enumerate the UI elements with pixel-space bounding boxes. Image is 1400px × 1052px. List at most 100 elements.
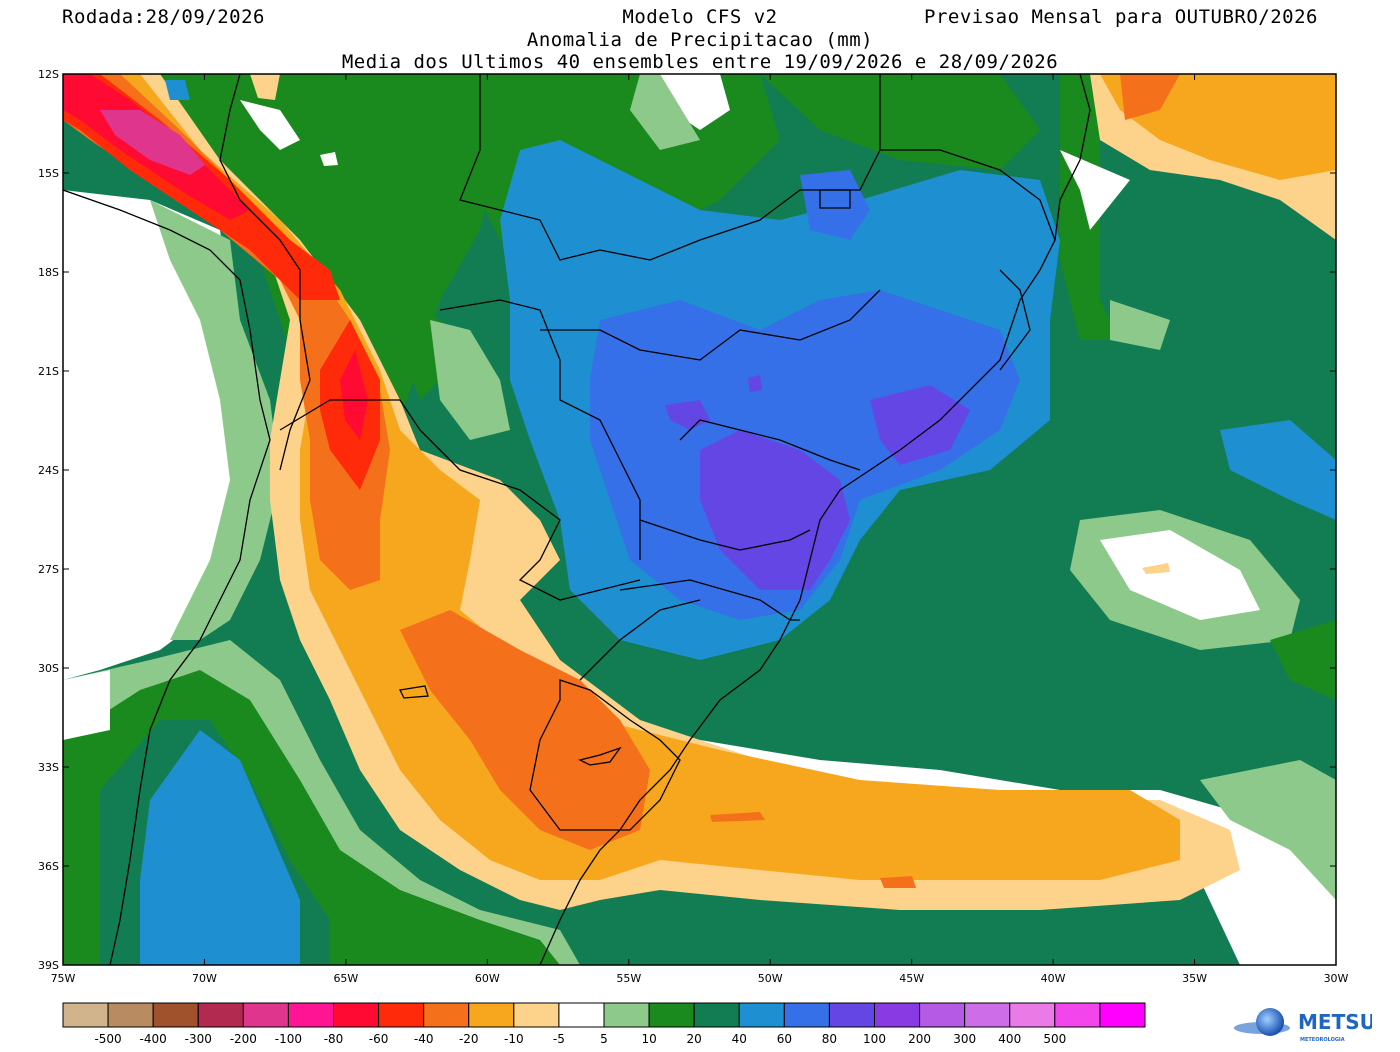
colorbar-label: 10 bbox=[641, 1032, 656, 1046]
colorbar-label: -500 bbox=[94, 1032, 121, 1046]
colorbar-swatch bbox=[648, 1002, 695, 1028]
variable-title: Anomalia de Precipitacao (mm) bbox=[526, 29, 874, 51]
lon-tick-label: 35W bbox=[1182, 972, 1207, 985]
border-paraguay-south bbox=[279, 399, 641, 601]
model-title: Modelo CFS v2 bbox=[622, 6, 778, 28]
colorbar-swatch bbox=[468, 1002, 515, 1028]
lon-tick-label: 55W bbox=[616, 972, 641, 985]
field-white-nw-spot bbox=[240, 100, 300, 150]
colorbar-label: -300 bbox=[185, 1032, 212, 1046]
lat-tick-label: 33S bbox=[38, 761, 59, 774]
longitude-axis: 75W 70W 65W 60W 55W 50W 45W 40W 35W 30W bbox=[51, 74, 1349, 985]
border-df bbox=[819, 189, 851, 209]
colorbar-label: 200 bbox=[908, 1032, 931, 1046]
field-darkorange-south bbox=[400, 610, 650, 850]
border-rs bbox=[579, 599, 701, 681]
colorbar-swatch bbox=[964, 1002, 1011, 1028]
lon-tick-label: 70W bbox=[192, 972, 217, 985]
lagoon-dot bbox=[399, 685, 429, 699]
colorbar-swatch bbox=[152, 1002, 199, 1028]
colorbar-swatch bbox=[242, 1002, 289, 1028]
colorbar-swatch bbox=[738, 1002, 785, 1028]
lon-tick-label: 40W bbox=[1041, 972, 1066, 985]
colorbar-label: 100 bbox=[863, 1032, 886, 1046]
forecast-period-label: Previsao Mensal para OUTUBRO/2026 bbox=[924, 6, 1318, 28]
coastline-west bbox=[63, 189, 271, 965]
field-yellow-se bbox=[1142, 563, 1170, 574]
colorbar-swatch bbox=[828, 1002, 876, 1028]
colorbar-swatch bbox=[874, 1002, 921, 1028]
lon-tick-label: 30W bbox=[1324, 972, 1349, 985]
colorbar-label: -400 bbox=[140, 1032, 167, 1046]
lon-tick-label: 50W bbox=[758, 972, 783, 985]
anomaly-fields bbox=[63, 74, 1336, 965]
field-white-sw bbox=[63, 670, 110, 740]
field-white-dot bbox=[320, 152, 338, 166]
logo-tagline: METEOROLOGIA bbox=[1300, 1037, 1345, 1043]
border-states-c bbox=[639, 519, 811, 551]
colorbar-label: 400 bbox=[998, 1032, 1021, 1046]
colorbar-swatch bbox=[333, 1002, 380, 1028]
field-yellow-nw-spot bbox=[250, 74, 280, 100]
colorbar-swatch bbox=[423, 1002, 470, 1028]
run-date-label: Rodada:28/09/2026 bbox=[62, 6, 265, 28]
field-lightgreen-east bbox=[1110, 300, 1170, 350]
colorbar-label: -10 bbox=[504, 1032, 524, 1046]
field-blue-sw bbox=[140, 730, 300, 965]
lon-tick-label: 75W bbox=[51, 972, 76, 985]
field-white-se bbox=[1100, 530, 1260, 620]
colorbar-swatch bbox=[693, 1002, 740, 1028]
colorbar-label: 60 bbox=[777, 1032, 792, 1046]
colorbar-swatch bbox=[1054, 1002, 1101, 1028]
lat-tick-label: 21S bbox=[38, 365, 59, 378]
latitude-axis: 12S 15S 18S 21S 24S 27S 30S 33S 36S 39S bbox=[38, 68, 1336, 972]
logo-brand: METSUL bbox=[1298, 1010, 1372, 1034]
lon-tick-label: 65W bbox=[333, 972, 358, 985]
lon-tick-label: 60W bbox=[475, 972, 500, 985]
colorbar-label: -5 bbox=[553, 1032, 565, 1046]
lat-tick-label: 27S bbox=[38, 563, 59, 576]
boundaries bbox=[63, 74, 1091, 965]
field-lightgreen-wpatch bbox=[430, 320, 510, 440]
field-green-se-edge bbox=[1270, 620, 1336, 700]
field-lightgreen-s-edge bbox=[1200, 760, 1336, 900]
colorbar-label: 80 bbox=[822, 1032, 837, 1046]
field-darkred-center bbox=[340, 350, 368, 440]
field-darkorange-ne bbox=[1120, 74, 1180, 120]
field-white-ne bbox=[1060, 150, 1130, 230]
colorbar-swatch bbox=[1009, 1002, 1056, 1028]
field-indigo-west bbox=[665, 400, 710, 430]
lat-tick-label: 39S bbox=[38, 959, 59, 972]
colorbar-swatch bbox=[558, 1002, 605, 1028]
field-yellow-andes bbox=[63, 74, 1240, 910]
border-bolivia-north bbox=[459, 74, 881, 261]
colorbar-swatch bbox=[62, 1002, 109, 1028]
field-indigo-east bbox=[870, 385, 970, 465]
metsul-logo: METSUL METEOROLOGIA bbox=[1234, 1008, 1372, 1043]
colorbar-swatch bbox=[1099, 1002, 1146, 1028]
colorbar-swatch bbox=[378, 1002, 425, 1028]
border-mg bbox=[999, 269, 1031, 371]
colorbar-label: -100 bbox=[275, 1032, 302, 1046]
colorbar-label: 20 bbox=[687, 1032, 702, 1046]
field-magenta-andes bbox=[100, 110, 205, 175]
lat-tick-label: 18S bbox=[38, 266, 59, 279]
colorbar-swatch bbox=[919, 1002, 966, 1028]
colorbar-swatch bbox=[197, 1002, 244, 1028]
lon-tick-label: 45W bbox=[899, 972, 924, 985]
colorbar-label: -40 bbox=[414, 1032, 434, 1046]
field-lightgreen-west bbox=[150, 200, 280, 640]
colorbar-swatch bbox=[107, 1002, 154, 1028]
border-states-d bbox=[619, 579, 800, 621]
colorbar-swatch bbox=[783, 1002, 830, 1028]
colorbar-label: 500 bbox=[1043, 1032, 1066, 1046]
border-andes bbox=[219, 74, 311, 471]
colorbar-label: 40 bbox=[732, 1032, 747, 1046]
field-indigo-dot bbox=[748, 375, 762, 392]
lat-tick-label: 12S bbox=[38, 68, 59, 81]
field-lightgreen-north bbox=[630, 74, 700, 150]
ensemble-note: Media dos Ultimos 40 ensembles entre 19/… bbox=[341, 51, 1059, 73]
colorbar-swatch bbox=[603, 1002, 650, 1028]
colorbar-label: -200 bbox=[230, 1032, 257, 1046]
border-paraguay-north bbox=[439, 299, 641, 560]
